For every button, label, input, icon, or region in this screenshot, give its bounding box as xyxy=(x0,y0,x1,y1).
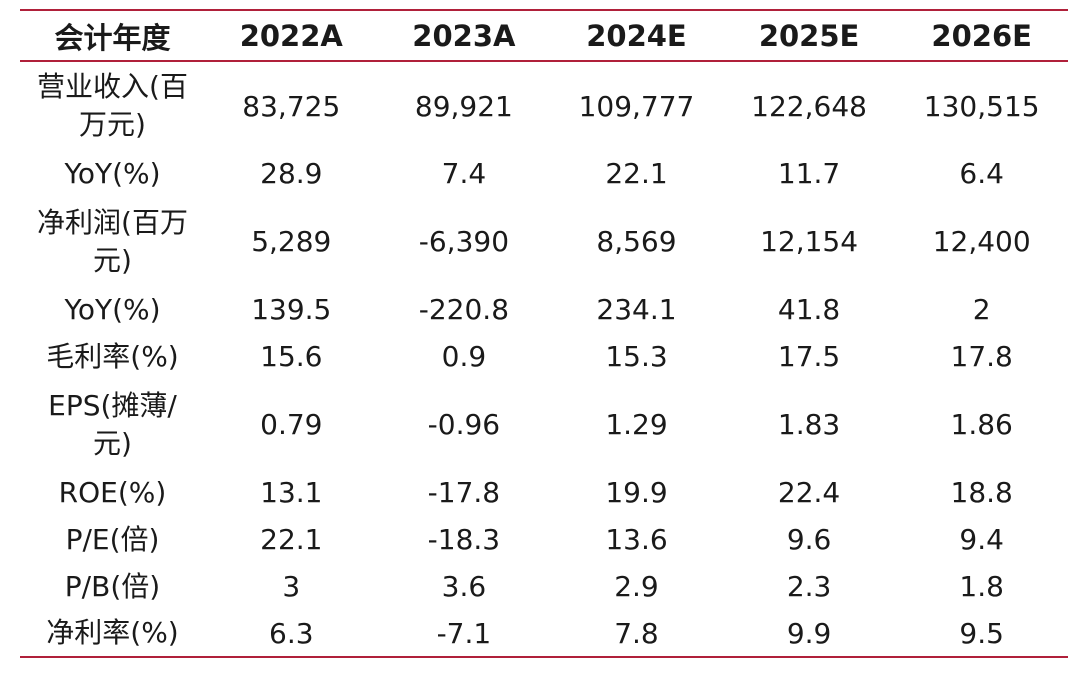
table-cell: 3 xyxy=(282,570,301,603)
table-cell: 2.3 xyxy=(786,570,832,603)
table-cell: 13.1 xyxy=(260,476,323,509)
table-cell: 122,648 xyxy=(751,89,867,123)
table-row: ROE(%) 13.1 -17.8 19.9 22.4 18.8 xyxy=(20,469,1068,516)
table-row: 毛利率(%) 15.6 0.9 15.3 17.5 17.8 xyxy=(20,333,1068,380)
table-cell: 15.6 xyxy=(260,340,323,373)
table-cell: 9.4 xyxy=(959,523,1004,556)
header-year: 2026E xyxy=(895,9,1068,62)
table-cell: 15.3 xyxy=(605,340,668,373)
table-row: P/B(倍) 3 3.6 2.9 2.3 1.8 xyxy=(20,563,1068,610)
table-cell: -18.3 xyxy=(427,523,501,556)
table-cell: 89,921 xyxy=(414,89,513,123)
table-cell: 41.8 xyxy=(777,293,841,326)
table-cell: 234.1 xyxy=(596,293,677,326)
table-cell: 0.9 xyxy=(441,340,487,373)
row-label: EPS(摊薄/元) xyxy=(48,388,177,460)
row-label: 净利率(%) xyxy=(20,610,205,658)
table-cell: 1.83 xyxy=(777,408,841,441)
row-label: YoY(%) xyxy=(64,156,161,190)
table-cell: 22.1 xyxy=(260,523,323,556)
row-label: 净利润(百万元) xyxy=(37,205,188,277)
table-row: YoY(%) 139.5 -220.8 234.1 41.8 2 xyxy=(20,286,1068,333)
header-label: 会计年度 xyxy=(20,9,205,62)
table-row: 净利率(%) 6.3 -7.1 7.8 9.9 9.5 xyxy=(20,610,1068,658)
table-cell: 1.86 xyxy=(950,408,1013,441)
table-cell: 22.1 xyxy=(605,157,668,190)
table-cell: 6.3 xyxy=(205,610,378,658)
table-cell: 3.6 xyxy=(441,570,487,603)
table-row: EPS(摊薄/元) 0.79 -0.96 1.29 1.83 1.86 xyxy=(20,380,1068,469)
table-cell: -17.8 xyxy=(427,476,501,509)
header-year: 2024E xyxy=(550,9,723,62)
table-cell: 8,569 xyxy=(596,225,677,258)
header-year: 2025E xyxy=(722,9,896,62)
table-cell: 109,777 xyxy=(578,89,695,123)
table-row: 营业收入(百万元) 83,725 89,921 109,777 122,648 … xyxy=(20,61,1068,150)
table-row: 净利润(百万元) 5,289 -6,390 8,569 12,154 12,40… xyxy=(20,197,1068,286)
table-cell: -0.96 xyxy=(427,408,501,441)
table-cell: 0.79 xyxy=(260,408,323,441)
table-cell: -6,390 xyxy=(418,225,510,258)
table-cell: 17.8 xyxy=(950,340,1013,373)
table-cell: 83,725 xyxy=(242,89,341,123)
table-cell: 2 xyxy=(972,293,991,326)
table-cell: 12,400 xyxy=(932,225,1031,258)
table-cell: 9.9 xyxy=(722,610,896,658)
table-cell: 18.8 xyxy=(950,476,1013,509)
table-cell: -220.8 xyxy=(418,293,510,326)
table-row: YoY(%) 28.9 7.4 22.1 11.7 6.4 xyxy=(20,150,1068,197)
row-label: ROE(%) xyxy=(58,475,167,509)
table-cell: 7.8 xyxy=(550,610,723,658)
row-label: 营业收入(百万元) xyxy=(37,70,188,141)
table-cell: 2.9 xyxy=(614,570,659,603)
header-row: 会计年度 2022A 2023A 2024E 2025E 2026E xyxy=(20,9,1068,62)
table-cell: 19.9 xyxy=(605,476,668,509)
table-cell: 9.6 xyxy=(786,523,832,556)
table-cell: 1.29 xyxy=(605,408,668,441)
table-cell: 17.5 xyxy=(777,340,841,373)
row-label: YoY(%) xyxy=(64,292,161,326)
financial-forecast-table: 会计年度 2022A 2023A 2024E 2025E 2026E 营业收入(… xyxy=(20,9,1068,658)
table-cell: 22.4 xyxy=(777,476,841,509)
table-cell: 12,154 xyxy=(760,225,859,258)
table-row: P/E(倍) 22.1 -18.3 13.6 9.6 9.4 xyxy=(20,516,1068,563)
row-label: 毛利率(%) xyxy=(46,339,179,373)
table-cell: 7.4 xyxy=(441,157,487,190)
table-cell: 5,289 xyxy=(251,225,332,258)
table-cell: 1.8 xyxy=(959,570,1004,603)
row-label: P/B(倍) xyxy=(64,569,161,603)
table-cell: 130,515 xyxy=(923,89,1040,123)
table-cell: 11.7 xyxy=(777,157,841,190)
table-cell: -7.1 xyxy=(377,610,551,658)
row-label: P/E(倍) xyxy=(65,522,160,556)
table-cell: 9.5 xyxy=(895,610,1068,658)
table-cell: 13.6 xyxy=(605,523,668,556)
header-year: 2023A xyxy=(377,9,551,62)
table-cell: 139.5 xyxy=(251,293,332,326)
table-cell: 28.9 xyxy=(260,157,323,190)
table-cell: 6.4 xyxy=(959,157,1004,190)
header-year: 2022A xyxy=(205,9,378,62)
